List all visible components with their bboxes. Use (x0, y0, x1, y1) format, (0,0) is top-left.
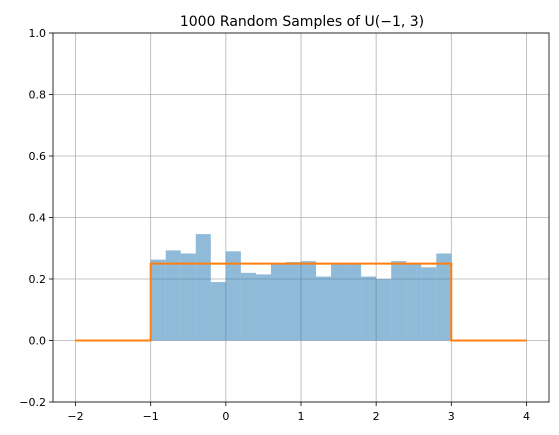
x-tick-label: 2 (373, 410, 380, 423)
histogram-bar (406, 263, 422, 341)
y-tick-label: 1.0 (29, 27, 47, 40)
x-tick-label: −2 (67, 410, 83, 423)
chart-title: 1000 Random Samples of U(−1, 3) (180, 14, 424, 30)
y-tick-label: 0.2 (29, 273, 47, 286)
x-tick-label: −1 (143, 410, 159, 423)
histogram-bar (270, 263, 286, 341)
histogram-bar (316, 276, 332, 341)
histogram-bar (240, 272, 256, 341)
histogram-bar (285, 262, 301, 341)
histogram-bar (376, 279, 392, 341)
histogram-bars (150, 234, 452, 341)
grid (53, 32, 549, 403)
histogram-bar (165, 250, 181, 341)
y-tick-label: 0.6 (29, 150, 47, 163)
x-tick-label: 1 (298, 410, 305, 423)
histogram-bar (180, 253, 196, 341)
histogram-bar (346, 263, 362, 341)
histogram-bar (421, 267, 437, 341)
y-axis: −0.2 0.0 0.2 0.4 0.6 0.8 1.0 (19, 27, 53, 409)
y-tick-label: 0.0 (29, 335, 47, 348)
x-tick-label: 0 (222, 410, 229, 423)
histogram-bar (361, 276, 377, 341)
uniform-pdf-line (75, 262, 527, 342)
x-tick-label: 4 (523, 410, 530, 423)
x-tick-label: 3 (448, 410, 455, 423)
histogram-bar (331, 263, 347, 341)
x-axis: −2 −1 0 1 2 3 4 (67, 402, 530, 423)
histogram-bar (150, 259, 166, 341)
histogram-bar (210, 282, 226, 341)
histogram-bar (195, 234, 211, 341)
histogram-bar (225, 251, 241, 341)
pdf-line-group (75, 262, 527, 342)
histogram-bar (301, 261, 317, 341)
y-tick-label: 0.4 (29, 212, 47, 225)
histogram-bar (436, 253, 452, 341)
histogram-bar (255, 274, 271, 341)
y-tick-label: 0.8 (29, 89, 47, 102)
histogram-bar (391, 261, 407, 341)
y-tick-label: −0.2 (19, 396, 46, 409)
